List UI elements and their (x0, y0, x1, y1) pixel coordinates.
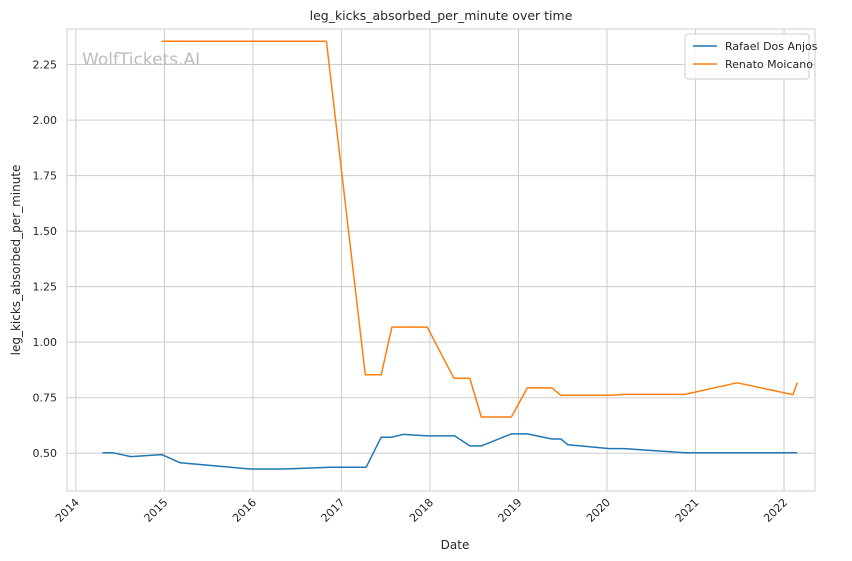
y-tick-label: 2.00 (33, 114, 58, 127)
plot-area (67, 29, 815, 491)
y-tick-label: 0.75 (33, 392, 58, 405)
x-tick-label: 2021 (673, 496, 702, 525)
x-tick-label: 2022 (761, 496, 790, 525)
x-tick-label: 2017 (319, 496, 348, 525)
plot-frame (66, 28, 816, 492)
y-tick-label: 1.00 (33, 336, 58, 349)
y-tick-label: 1.50 (33, 225, 58, 238)
x-tick-label: 2015 (142, 496, 171, 525)
legend-label: Rafael Dos Anjos (725, 40, 818, 53)
x-axis-ticks: 2014 2015 2016 2017 2018 2019 2020 2021 2022 (53, 496, 790, 525)
x-tick-label: 2020 (584, 496, 613, 525)
legend-label: Renato Moicano (725, 58, 813, 71)
chart-title: leg_kicks_absorbed_per_minute over time (310, 8, 573, 23)
y-axis-title: leg_kicks_absorbed_per_minute (9, 165, 23, 356)
legend: Rafael Dos Anjos Renato Moicano (684, 33, 818, 80)
grid-lines (67, 29, 815, 491)
x-axis-title: Date (441, 538, 470, 552)
x-tick-label: 2018 (407, 496, 436, 525)
watermark-text: WolfTickets.AI (82, 50, 200, 70)
series-line (102, 433, 798, 470)
y-axis-ticks: 0.50 0.75 1.00 1.25 1.50 1.75 2.00 2.25 (33, 59, 58, 461)
y-tick-label: 0.50 (33, 447, 58, 460)
y-tick-label: 2.25 (33, 59, 58, 72)
series-line (161, 40, 799, 418)
x-tick-label: 2014 (53, 496, 82, 525)
y-tick-label: 1.25 (33, 281, 58, 294)
y-tick-label: 1.75 (33, 170, 58, 183)
x-tick-label: 2016 (230, 496, 259, 525)
x-tick-label: 2019 (496, 496, 525, 525)
series-lines (102, 40, 799, 470)
